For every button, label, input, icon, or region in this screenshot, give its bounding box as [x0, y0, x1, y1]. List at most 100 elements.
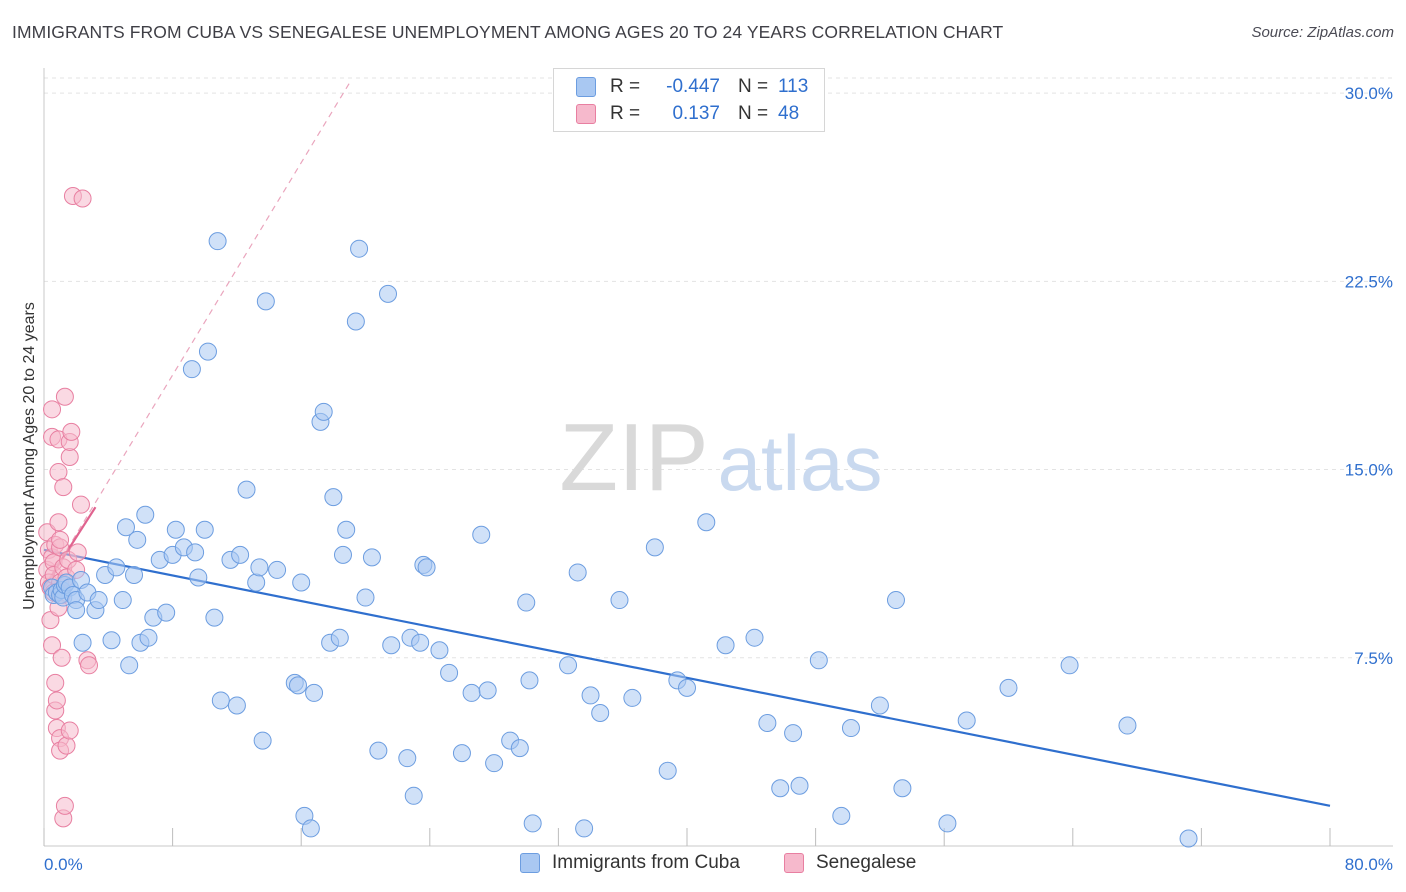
cuba-point: [166, 520, 185, 539]
cuba-point: [362, 548, 381, 567]
legend-n-value: 113: [778, 76, 809, 97]
senegalese-point: [47, 691, 66, 710]
senegalese-point: [73, 189, 92, 208]
senegalese-point: [60, 448, 79, 466]
cuba-point: [253, 731, 272, 750]
cuba-point: [292, 573, 311, 592]
cuba-point: [305, 683, 324, 702]
y-tick-label: 7.5%: [1354, 649, 1393, 668]
cuba-points: [43, 232, 1198, 848]
legend-row-senegalese: R = 0.137 N = 48: [576, 102, 799, 126]
senegalese-point: [54, 478, 73, 497]
cuba-point: [575, 819, 594, 838]
cuba-point: [301, 819, 320, 838]
cuba-point: [324, 488, 343, 507]
legend-r-value: -0.447: [666, 76, 720, 97]
cuba-point: [440, 663, 459, 682]
cuba-point: [716, 636, 735, 655]
watermark: ZIP atlas: [559, 404, 882, 511]
senegalese-point: [49, 513, 68, 532]
cuba-point: [237, 480, 256, 499]
cuba-point: [568, 563, 587, 582]
senegalese-trend-extension: [43, 82, 350, 588]
bottom-legend: Immigrants from Cuba Senegalese: [0, 852, 1406, 876]
cuba-point: [1179, 829, 1198, 848]
senegalese-point: [55, 387, 74, 406]
x-tick-label: 0.0%: [44, 855, 83, 874]
senegalese-point: [62, 422, 81, 441]
cuba-point: [510, 739, 529, 758]
cuba-point: [198, 342, 217, 361]
legend-r-label: R =: [610, 103, 641, 124]
chart-title: IMMIGRANTS FROM CUBA VS SENEGALESE UNEMP…: [12, 22, 1004, 42]
bottom-legend-swatch-cuba: [520, 853, 540, 873]
cuba-point: [195, 520, 214, 539]
bottom-legend-label-cuba: Immigrants from Cuba: [552, 852, 740, 873]
cuba-point: [382, 636, 401, 655]
cuba-point: [247, 573, 266, 592]
cuba-point: [288, 676, 307, 695]
x-tick-label: 80.0%: [1345, 855, 1393, 874]
senegalese-point: [68, 543, 87, 562]
legend-n-label: N =: [738, 76, 769, 97]
bottom-legend-senegalese: Senegalese: [784, 852, 916, 874]
cuba-point: [136, 505, 155, 524]
cuba-point: [102, 631, 121, 650]
cuba-point: [485, 754, 504, 773]
cuba-point: [205, 608, 224, 627]
cuba-point: [517, 593, 536, 612]
cuba-point: [116, 518, 135, 537]
y-tick-label: 30.0%: [1345, 84, 1393, 103]
cuba-point: [330, 628, 349, 647]
cuba-trend-line: [43, 548, 1331, 807]
cuba-point: [208, 232, 227, 251]
cuba-point: [430, 641, 449, 660]
cuba-point: [186, 543, 205, 562]
cuba-point: [411, 633, 430, 652]
cuba-point: [452, 744, 471, 763]
cuba-point: [1060, 656, 1079, 675]
watermark-atlas: atlas: [718, 419, 883, 507]
cuba-point: [623, 688, 642, 707]
cuba-point: [67, 601, 86, 620]
bottom-legend-cuba: Immigrants from Cuba: [520, 852, 740, 874]
cuba-point: [462, 683, 481, 702]
senegalese-point: [43, 636, 62, 655]
bottom-legend-label-senegalese: Senegalese: [816, 852, 917, 873]
cuba-point: [211, 691, 230, 710]
senegalese-point: [49, 463, 68, 482]
cuba-point: [268, 560, 287, 579]
senegalese-point: [51, 530, 70, 549]
cuba-point: [745, 628, 764, 647]
chart-source: Source: ZipAtlas.com: [1251, 24, 1394, 41]
cuba-point: [356, 588, 375, 607]
senegalese-point: [80, 656, 99, 675]
cuba-point: [870, 696, 889, 715]
cuba-point: [1118, 716, 1137, 735]
cuba-point: [314, 402, 333, 421]
cuba-point: [832, 806, 851, 825]
cuba-point: [73, 633, 92, 652]
senegalese-point: [71, 495, 90, 514]
cuba-point: [107, 558, 126, 577]
cuba-point: [157, 603, 176, 622]
cuba-point: [957, 711, 976, 730]
cuba-point: [333, 545, 352, 564]
cuba-point: [404, 786, 423, 805]
cuba-point: [478, 681, 497, 700]
cuba-point: [256, 292, 275, 311]
cuba-point: [337, 520, 356, 539]
senegalese-point: [60, 721, 79, 740]
senegalese-point: [52, 648, 71, 667]
cuba-point: [758, 714, 777, 733]
legend-n-label: N =: [738, 103, 769, 124]
cuba-point: [227, 696, 246, 715]
cuba-point: [591, 703, 610, 722]
cuba-point: [658, 761, 677, 780]
cuba-point: [784, 724, 803, 743]
cuba-point: [610, 591, 629, 610]
senegalese-point: [55, 796, 74, 815]
legend-r-value: 0.137: [672, 103, 720, 124]
cuba-point: [350, 239, 369, 258]
cuba-point: [120, 656, 139, 675]
